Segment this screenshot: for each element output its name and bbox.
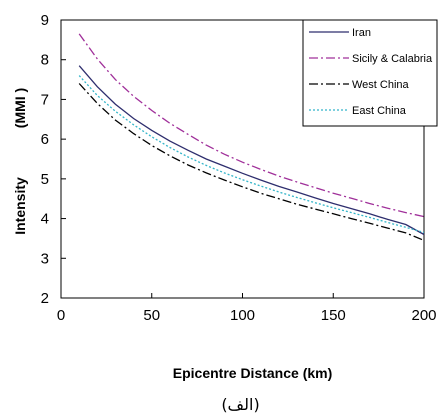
- y-tick-label: 4: [41, 211, 49, 228]
- x-axis: 0 50 100 150 200: [57, 293, 437, 324]
- y-axis-title: Intensity: [12, 177, 28, 235]
- y-tick-label: 8: [41, 52, 49, 69]
- x-axis-title: Epicentre Distance (km): [173, 365, 333, 381]
- legend: Iran Sicily & Calabria West China East Chin…: [302, 19, 438, 127]
- series-line: [78, 83, 425, 242]
- x-tick-label: 100: [230, 307, 255, 324]
- y-tick-label: 2: [41, 290, 49, 307]
- y-tick-label: 7: [41, 91, 49, 108]
- y-tick-label: 9: [41, 12, 49, 29]
- figure-caption: (الف): [221, 395, 259, 414]
- y-tick-label: 5: [41, 171, 49, 188]
- series-layer: [78, 33, 425, 242]
- series-line: [78, 75, 425, 234]
- legend-label: Iran: [352, 27, 371, 39]
- legend-label: Sicily & Calabria: [352, 53, 433, 65]
- y-axis-title-group: Intensity (MMI ): [12, 88, 28, 235]
- y-axis: 2 3 4 5 6 7 8 9: [41, 12, 66, 307]
- y-axis-unit: (MMI ): [12, 88, 28, 128]
- y-tick-label: 3: [41, 250, 49, 267]
- legend-label: West China: [352, 79, 410, 91]
- legend-label: East China: [352, 105, 407, 117]
- x-tick-label: 200: [411, 307, 436, 324]
- x-tick-label: 50: [143, 307, 160, 324]
- legend-box: [302, 19, 438, 127]
- series-line: [78, 33, 425, 218]
- y-tick-label: 6: [41, 131, 49, 148]
- x-tick-label: 150: [321, 307, 346, 324]
- x-tick-label: 0: [57, 307, 65, 324]
- series-line: [78, 65, 425, 236]
